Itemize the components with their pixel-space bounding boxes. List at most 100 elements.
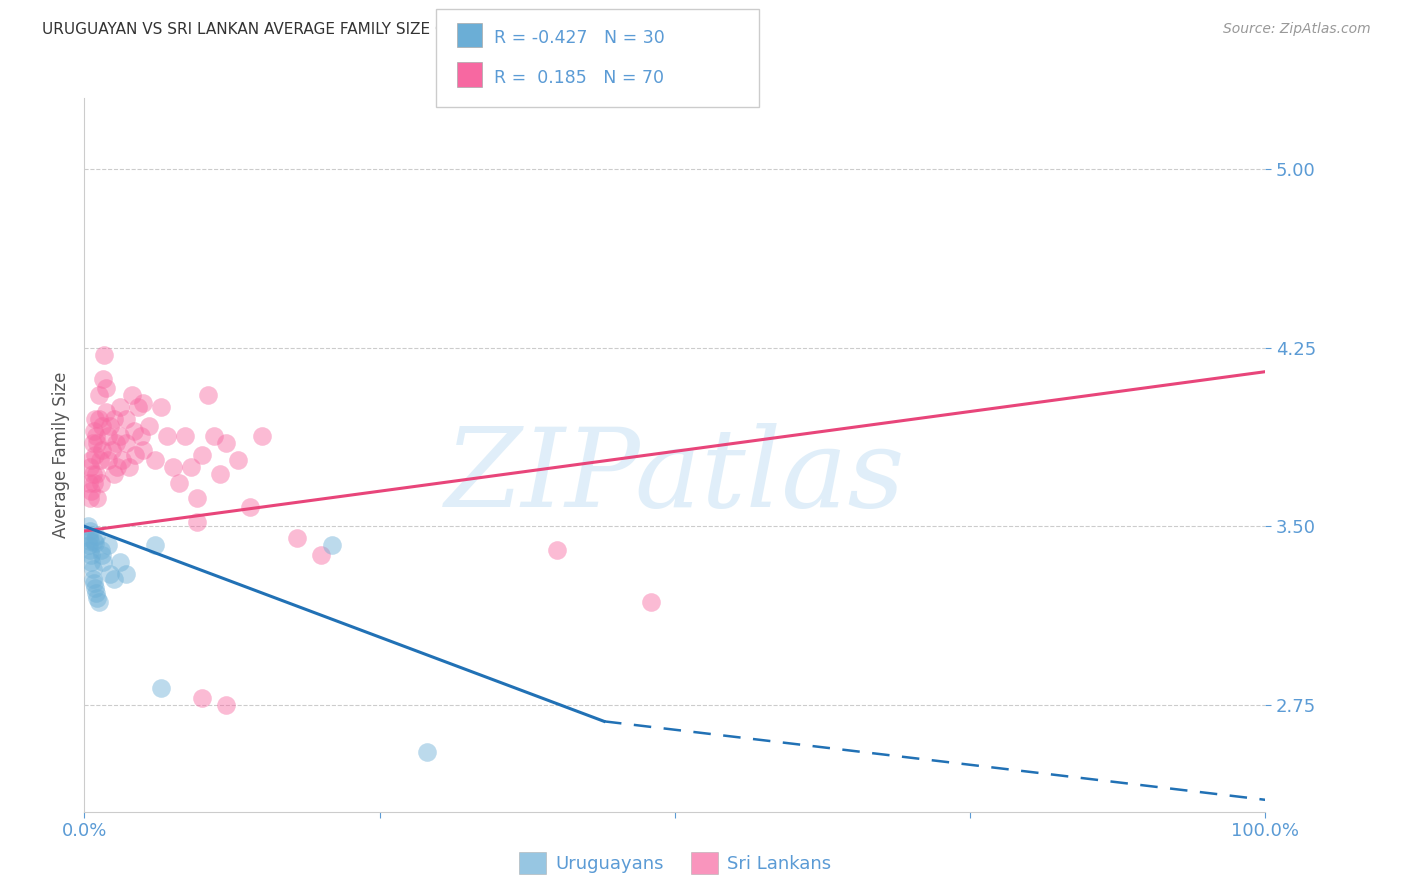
Point — [91, 555, 114, 569]
Legend: Uruguayans, Sri Lankans: Uruguayans, Sri Lankans — [512, 845, 838, 881]
Point — [80, 483, 103, 498]
Point — [138, 419, 160, 434]
Point — [93, 348, 115, 362]
Point — [143, 452, 166, 467]
Point — [197, 388, 219, 402]
Point — [129, 429, 152, 443]
Point — [202, 429, 225, 443]
Point — [79, 459, 101, 474]
Point — [79, 533, 101, 548]
Point — [215, 698, 238, 712]
Point — [84, 581, 107, 595]
Point — [108, 429, 131, 443]
Point — [97, 538, 120, 552]
Text: R = -0.427   N = 30: R = -0.427 N = 30 — [494, 29, 664, 47]
Point — [114, 412, 136, 426]
Y-axis label: Average Family Size: Average Family Size — [52, 372, 70, 538]
Point — [91, 419, 114, 434]
Text: R =  0.185   N = 70: R = 0.185 N = 70 — [494, 69, 664, 87]
Point — [84, 529, 107, 543]
Point — [156, 429, 179, 443]
Point — [132, 443, 155, 458]
Point — [108, 401, 131, 415]
Point — [127, 401, 149, 415]
Point — [83, 576, 105, 591]
Point — [167, 476, 190, 491]
Point — [77, 531, 100, 545]
Point — [107, 459, 129, 474]
Point — [640, 595, 662, 609]
Point — [79, 491, 101, 505]
Point — [186, 491, 208, 505]
Point — [89, 452, 111, 467]
Point — [150, 401, 173, 415]
Point — [79, 543, 101, 558]
Point — [84, 536, 107, 550]
Point — [309, 548, 332, 562]
Point — [118, 459, 141, 474]
Point — [84, 448, 107, 462]
Point — [285, 531, 308, 545]
Point — [162, 459, 184, 474]
Point — [86, 491, 108, 505]
Point — [191, 448, 214, 462]
Point — [103, 572, 125, 586]
Point — [209, 467, 232, 481]
Point — [114, 566, 136, 581]
Point — [546, 543, 568, 558]
Point — [173, 429, 195, 443]
Point — [87, 412, 110, 426]
Point — [84, 586, 107, 600]
Point — [250, 429, 273, 443]
Point — [416, 745, 439, 759]
Text: URUGUAYAN VS SRI LANKAN AVERAGE FAMILY SIZE CORRELATION CHART: URUGUAYAN VS SRI LANKAN AVERAGE FAMILY S… — [42, 22, 600, 37]
Point — [321, 538, 343, 552]
Point — [239, 500, 262, 515]
Point — [111, 452, 134, 467]
Point — [124, 448, 146, 462]
Point — [97, 452, 120, 467]
Point — [114, 436, 136, 450]
Point — [97, 429, 120, 443]
Point — [91, 443, 114, 458]
Point — [132, 395, 155, 409]
Point — [215, 436, 238, 450]
Point — [82, 572, 104, 586]
Point — [180, 459, 202, 474]
Point — [90, 543, 112, 558]
Point — [82, 467, 104, 481]
Point — [98, 566, 121, 581]
Point — [86, 436, 108, 450]
Point — [77, 476, 100, 491]
Text: ZIPatlas: ZIPatlas — [444, 423, 905, 530]
Point — [90, 476, 112, 491]
Point — [77, 538, 100, 552]
Point — [84, 412, 107, 426]
Point — [94, 381, 117, 395]
Point — [91, 372, 114, 386]
Text: Source: ZipAtlas.com: Source: ZipAtlas.com — [1223, 22, 1371, 37]
Point — [82, 562, 104, 576]
Point — [100, 443, 122, 458]
Point — [87, 388, 110, 402]
Point — [80, 555, 103, 569]
Point — [94, 405, 117, 419]
Point — [150, 681, 173, 695]
Point — [83, 424, 105, 438]
Point — [191, 690, 214, 705]
Point — [84, 467, 107, 481]
Point — [86, 591, 108, 605]
Point — [83, 533, 105, 548]
Point — [103, 467, 125, 481]
Point — [143, 538, 166, 552]
Point — [226, 452, 249, 467]
Point — [84, 429, 107, 443]
Point — [103, 412, 125, 426]
Point — [121, 388, 143, 402]
Point — [87, 595, 110, 609]
Point — [79, 524, 101, 538]
Point — [98, 419, 121, 434]
Point — [108, 555, 131, 569]
Point — [83, 476, 105, 491]
Point — [186, 515, 208, 529]
